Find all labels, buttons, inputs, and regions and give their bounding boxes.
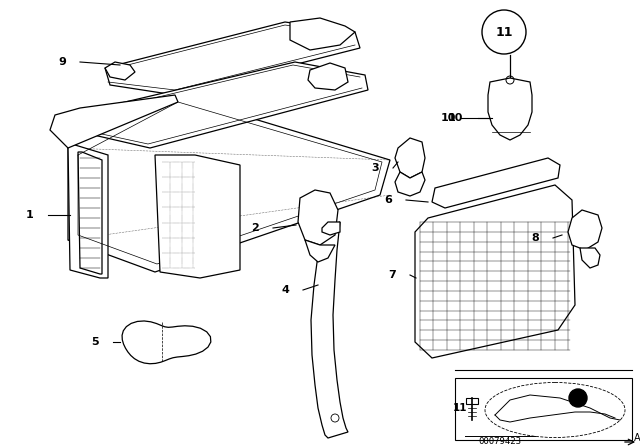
Polygon shape bbox=[305, 240, 335, 262]
Text: 11: 11 bbox=[452, 403, 467, 413]
Circle shape bbox=[569, 389, 587, 407]
Polygon shape bbox=[78, 152, 102, 274]
Polygon shape bbox=[568, 210, 602, 250]
Polygon shape bbox=[70, 62, 368, 148]
Text: 9: 9 bbox=[58, 57, 66, 67]
Text: 7: 7 bbox=[388, 270, 396, 280]
Text: 11: 11 bbox=[495, 26, 513, 39]
Polygon shape bbox=[488, 78, 532, 140]
Text: 6: 6 bbox=[384, 195, 392, 205]
Text: 8: 8 bbox=[531, 233, 539, 243]
Text: 2: 2 bbox=[251, 223, 259, 233]
Polygon shape bbox=[68, 145, 108, 278]
Polygon shape bbox=[290, 18, 355, 50]
Polygon shape bbox=[155, 155, 240, 278]
Text: 4: 4 bbox=[281, 285, 289, 295]
Polygon shape bbox=[311, 222, 348, 438]
Polygon shape bbox=[122, 321, 211, 364]
Polygon shape bbox=[415, 185, 575, 358]
Polygon shape bbox=[395, 138, 425, 178]
Polygon shape bbox=[50, 95, 178, 148]
Text: A: A bbox=[634, 433, 640, 443]
Polygon shape bbox=[580, 248, 600, 268]
Polygon shape bbox=[105, 22, 360, 95]
Polygon shape bbox=[105, 62, 135, 80]
Text: 10: 10 bbox=[440, 113, 456, 123]
Text: 5: 5 bbox=[91, 337, 99, 347]
Polygon shape bbox=[395, 172, 425, 196]
Polygon shape bbox=[432, 158, 560, 208]
Text: 00079423: 00079423 bbox=[479, 438, 522, 447]
Text: 1: 1 bbox=[26, 210, 34, 220]
Polygon shape bbox=[68, 95, 390, 272]
Text: 3: 3 bbox=[371, 163, 379, 173]
Polygon shape bbox=[308, 63, 348, 90]
Polygon shape bbox=[322, 222, 340, 235]
Polygon shape bbox=[298, 190, 338, 245]
Text: 10: 10 bbox=[447, 113, 463, 123]
